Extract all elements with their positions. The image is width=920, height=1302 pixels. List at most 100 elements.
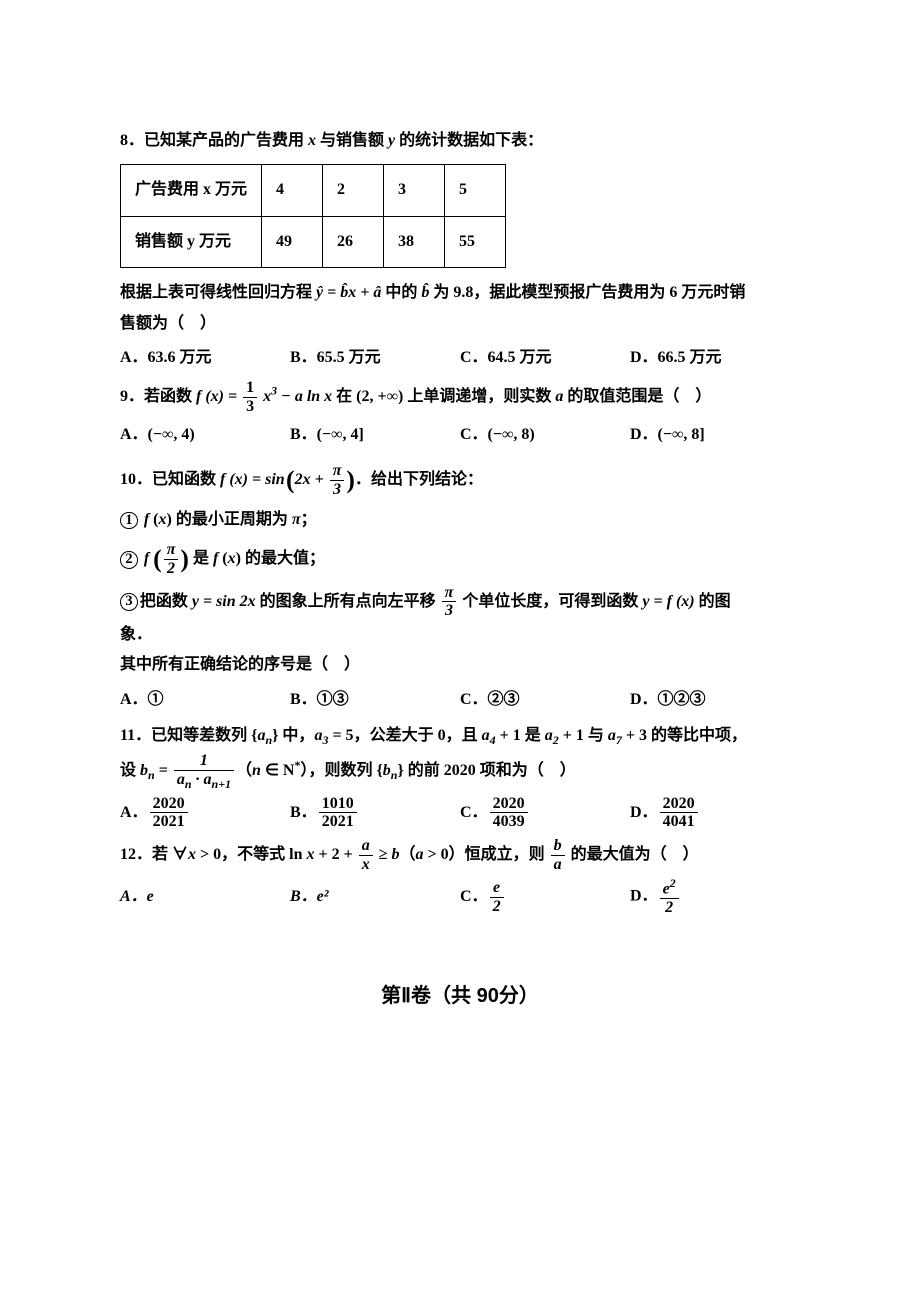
text: ，公差大于 0，且 [354,727,482,744]
q9-options: A．(−∞, 4) B．(−∞, 4] C．(−∞, 8) D．(−∞, 8] [120,420,800,450]
den: 3 [243,397,257,416]
opt-a: A．(−∞, 4) [120,420,290,450]
num: π [164,541,179,559]
den: 4039 [490,812,528,831]
opt-d: D．66.5 万元 [630,343,800,373]
text: 为 9.8，据此模型预报广告费用为 6 万元时销 [429,284,745,301]
q8-number: 8 [120,132,128,149]
text: ∈ N [261,762,295,779]
fraction: 20202021 [150,795,188,831]
text: + 2 + [314,846,356,863]
fraction: 10102021 [319,795,357,831]
den: 4041 [660,812,698,831]
opt-a: A．① [120,685,290,715]
opt-d: D．e22 [630,877,800,917]
text: 中的 [381,284,421,301]
text: + 1 是 [496,727,545,744]
den: 3 [442,601,457,620]
text: ．若 ∀ [136,846,188,863]
eqn: ŷ = b̂x + â [316,284,381,301]
eqn: f (x) = sin [220,471,286,488]
fraction: e22 [660,877,679,917]
eqn: 2x + [295,471,328,488]
q11-line2: 设 bn = 1an · an+1（n ∈ N*），则数列 {bn} 的前 20… [120,752,800,791]
opt-d: D．(−∞, 8] [630,420,800,450]
text: > 0）恒成立，则 [424,846,549,863]
q10-s2: 2 f (π2) 是 f (x) 的最大值； [120,535,800,584]
text: } 中， [272,727,314,744]
eqn: f [144,550,153,567]
cell: 广告费用 x 万元 [121,165,262,216]
fraction: π3 [442,584,457,620]
q12-options: A．e B．e² C．e2 D．e22 [120,877,800,917]
opt-c: C．e2 [460,879,630,915]
text: ≥ [375,846,392,863]
cell: 4 [262,165,323,216]
cell: 销售额 y 万元 [121,216,262,267]
question-12: 12．若 ∀x > 0，不等式 ln x + 2 + ax ≥ b（a > 0）… [120,837,800,917]
opt-d: D．①②③ [630,685,800,715]
circ-3: 3 [120,593,138,611]
den: 3 [330,480,345,499]
text: 把函数 [140,592,192,609]
opt-d: D．20204041 [630,795,800,831]
fraction: ax [359,837,373,873]
q8-line1: 根据上表可得线性回归方程 ŷ = b̂x + â 中的 b̂ 为 9.8，据此模… [120,278,800,308]
text: f (x) 的最小正周期为 π； [140,511,317,528]
q10-number: 10 [120,471,136,488]
den: an · an+1 [174,770,234,791]
text: 的图 [695,592,731,609]
text: + 1 与 [559,727,608,744]
den: 2021 [319,812,357,831]
question-10: 10．已知函数 f (x) = sin (2x + π3)．给出下列结论： 1 … [120,456,800,715]
q11-options: A．20202021 B．10102021 C．20204039 D．20204… [120,795,800,831]
rparen: ) [180,544,189,573]
cell: 55 [445,216,506,267]
eqn: y = sin 2x [192,592,256,609]
eqn: x3 − a ln x [259,388,332,405]
opt-c: C．64.5 万元 [460,343,630,373]
q8-line2: 售额为（ ） [120,309,800,339]
eqn: bn [140,762,155,779]
text: 根据上表可得线性回归方程 [120,284,316,301]
fraction: π3 [330,462,345,498]
circ-2: 2 [120,551,138,569]
fraction: 20204039 [490,795,528,831]
q12-stem: 12．若 ∀x > 0，不等式 ln x + 2 + ax ≥ b（a > 0）… [120,837,800,873]
q12-number: 12 [120,846,136,863]
cell: 49 [262,216,323,267]
opt-b: B．①③ [290,685,460,715]
text: ．若函数 [128,388,196,405]
question-11: 11．已知等差数列 {an} 中，a3 = 5，公差大于 0，且 a4 + 1 … [120,721,800,831]
q10-options: A．① B．①③ C．②③ D．①②③ [120,685,800,715]
den: x [359,855,373,874]
rparen: ) [346,465,355,494]
eqn: x [188,846,196,863]
text: = [155,762,172,779]
num: e [490,879,504,897]
fraction: 1an · an+1 [174,752,234,791]
num: a [359,837,373,855]
fraction: π2 [164,541,179,577]
q10-tail: 其中所有正确结论的序号是（ ） [120,650,800,680]
den: 2021 [150,812,188,831]
eqn: a7 [608,727,622,744]
eqn: an [257,727,272,744]
fraction: 13 [243,379,257,415]
num: 2020 [660,795,698,813]
circ-1: 1 [120,512,138,530]
q10-stem: 10．已知函数 f (x) = sin (2x + π3)．给出下列结论： [120,456,800,505]
text: ．已知函数 [136,471,220,488]
text: 的图象上所有点向左平移 [256,592,440,609]
num: 1 [174,752,234,770]
opt-a: A．63.6 万元 [120,343,290,373]
table-row: 销售额 y 万元 49 26 38 55 [121,216,506,267]
text: 的最大值为（ ） [567,846,699,863]
question-9: 9．若函数 f (x) = 13 x3 − a ln x 在 (2, +∞) 上… [120,379,800,450]
cell: 38 [384,216,445,267]
q8-options: A．63.6 万元 B．65.5 万元 C．64.5 万元 D．66.5 万元 [120,343,800,373]
text: 设 [120,762,140,779]
eqn: a4 [482,727,496,744]
exam-page: 8．已知某产品的广告费用 x 与销售额 y 的统计数据如下表： 广告费用 x 万… [0,0,920,1302]
opt-c: C．20204039 [460,795,630,831]
